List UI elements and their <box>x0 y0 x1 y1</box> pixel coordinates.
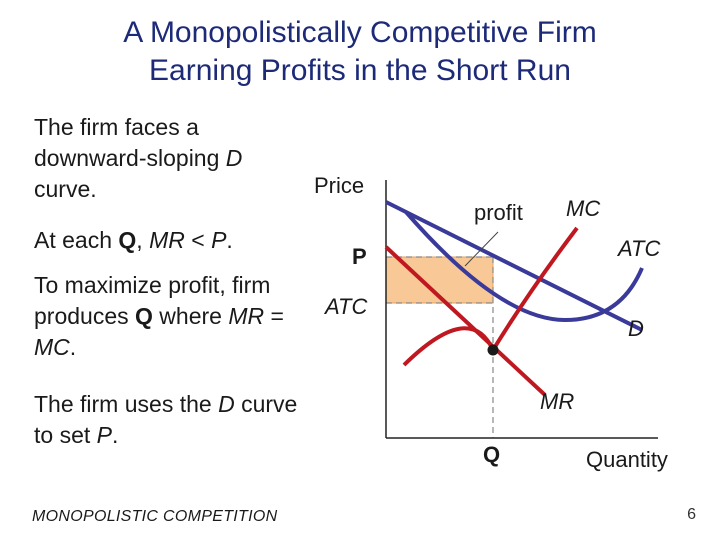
atc-axis-label: ATC <box>323 294 367 319</box>
bullet-text-italic: MR <box>149 227 185 253</box>
page-number: 6 <box>687 506 696 523</box>
bullet-text: < <box>184 227 212 253</box>
bullet-text-italic: P <box>96 422 112 448</box>
demand-curve <box>385 200 643 332</box>
y-axis-label: Price <box>314 173 364 198</box>
mr-curve-label: MR <box>540 389 574 414</box>
title-line-2: Earning Profits in the Short Run <box>149 54 571 87</box>
bullet-list: The firm faces a downward-sloping D curv… <box>34 112 304 471</box>
bullet-text: = <box>264 303 284 329</box>
bullet-text: The firm uses the <box>34 391 219 417</box>
profit-label: profit <box>474 200 523 225</box>
bullet-text: . <box>112 422 119 448</box>
bullet-text: At each <box>34 227 119 253</box>
mr-mc-intersection <box>487 344 499 356</box>
demand-curve-label: D <box>628 316 644 341</box>
mr-curve <box>384 245 547 397</box>
bullet-text: . <box>226 227 233 253</box>
title-line-1: A Monopolistically Competitive Firm <box>123 16 597 49</box>
bullet-maximize-profit: To maximize profit, firm produces Q wher… <box>34 270 304 363</box>
bullet-text-italic: MR <box>228 303 265 329</box>
bullet-text-italic: D <box>225 145 243 171</box>
bullet-text-bold: Q <box>135 303 153 329</box>
slide-title: A Monopolistically Competitive Firm Earn… <box>0 14 720 90</box>
atc-curve-label: ATC <box>616 236 660 261</box>
bullet-text: where <box>152 303 229 329</box>
bullet-demand-curve: The firm faces a downward-sloping D curv… <box>34 112 304 205</box>
bullet-mr-less-than-p: At each Q, MR < P. <box>34 225 304 256</box>
mc-curve-label: MC <box>566 196 600 221</box>
bullet-text: curve to set <box>34 391 298 448</box>
bullet-text-italic: MC <box>34 334 70 360</box>
bullet-text-italic: D <box>218 391 235 417</box>
profit-pointer <box>464 231 499 267</box>
quantity-label: Q <box>483 442 500 467</box>
bullet-text: , <box>136 227 150 253</box>
bullet-text: To maximize profit, firm produces <box>34 272 271 329</box>
bullet-set-price: The firm uses the D curve to set P. <box>34 389 304 451</box>
bullet-text-bold: Q <box>118 227 137 253</box>
bullet-text-italic: P <box>211 227 227 253</box>
bullet-text: . <box>69 334 77 360</box>
bullet-text: curve. <box>34 176 97 202</box>
atc-curve <box>404 210 644 323</box>
footer-text: MONOPOLISTIC COMPETITION <box>32 508 278 525</box>
x-axis-label: Quantity <box>586 447 668 472</box>
bullet-text: The firm faces a downward-sloping <box>34 114 226 171</box>
price-label: P <box>352 244 367 269</box>
